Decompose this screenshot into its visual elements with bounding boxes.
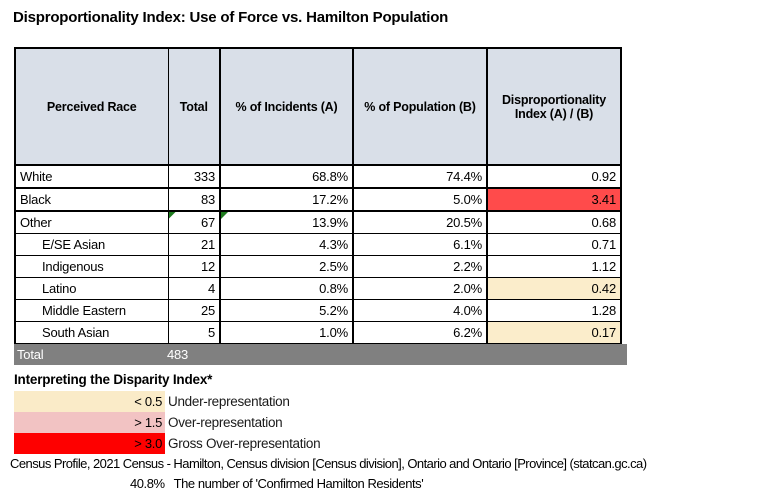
- legend-swatch-over: > 1.5: [14, 412, 165, 433]
- col-header-total[interactable]: Total: [167, 47, 221, 166]
- cell-race[interactable]: South Asian: [14, 321, 169, 345]
- cell-total[interactable]: 333: [167, 164, 221, 189]
- cell-population[interactable]: 6.1%: [352, 233, 488, 256]
- table-row-indigenous: Indigenous 12 2.5% 2.2% 1.12: [14, 255, 622, 278]
- col-header-perceived-race[interactable]: Perceived Race: [14, 47, 169, 166]
- residents-note-value: 40.8%: [130, 476, 165, 491]
- cell-incidents[interactable]: 13.9%: [219, 210, 354, 234]
- residents-note: 40.8% The number of 'Confirmed Hamilton R…: [130, 476, 424, 491]
- legend-item-under: < 0.5 Under-representation: [14, 391, 434, 412]
- total-row[interactable]: Total 483: [14, 344, 627, 365]
- cell-incidents[interactable]: 5.2%: [219, 299, 354, 322]
- total-value: 483: [167, 347, 189, 362]
- cell-incidents[interactable]: 68.8%: [219, 164, 354, 189]
- cell-population[interactable]: 5.0%: [352, 187, 488, 212]
- cell-total[interactable]: 25: [167, 299, 221, 322]
- cell-population[interactable]: 20.5%: [352, 210, 488, 234]
- cell-index[interactable]: 0.71: [486, 233, 622, 256]
- cell-population[interactable]: 2.0%: [352, 277, 488, 300]
- cell-race[interactable]: Black: [14, 187, 169, 212]
- cell-index[interactable]: 1.12: [486, 255, 622, 278]
- table-row-middle-eastern: Middle Eastern 25 5.2% 4.0% 1.28: [14, 299, 622, 322]
- disproportionality-table: Perceived Race Total % of Incidents (A) …: [14, 47, 622, 345]
- legend-label: Under-representation: [168, 394, 290, 409]
- col-header-incidents[interactable]: % of Incidents (A): [219, 47, 354, 166]
- cell-race[interactable]: Middle Eastern: [14, 299, 169, 322]
- cell-index-under[interactable]: 0.17: [486, 321, 622, 345]
- cell-index-under[interactable]: 0.42: [486, 277, 622, 300]
- cell-race[interactable]: Latino: [14, 277, 169, 300]
- table-row-south-asian: South Asian 5 1.0% 6.2% 0.17: [14, 321, 622, 345]
- header-row: Perceived Race Total % of Incidents (A) …: [14, 47, 622, 166]
- cell-race[interactable]: Indigenous: [14, 255, 169, 278]
- col-header-index[interactable]: Disproportionality Index (A) / (B): [486, 47, 622, 166]
- col-header-population[interactable]: % of Population (B): [352, 47, 488, 166]
- cell-population[interactable]: 74.4%: [352, 164, 488, 189]
- cell-incidents[interactable]: 2.5%: [219, 255, 354, 278]
- cell-total[interactable]: 67: [167, 210, 221, 234]
- error-indicator-icon: [221, 212, 228, 219]
- table-row-other: Other 67 13.9% 20.5% 0.68: [14, 210, 622, 234]
- table-row-ese-asian: E/SE Asian 21 4.3% 6.1% 0.71: [14, 233, 622, 256]
- residents-note-text: The number of 'Confirmed Hamilton Reside…: [173, 476, 424, 491]
- table-row-latino: Latino 4 0.8% 2.0% 0.42: [14, 277, 622, 300]
- cell-index[interactable]: 0.68: [486, 210, 622, 234]
- page-title: Disproportionality Index: Use of Force v…: [13, 9, 449, 26]
- cell-incidents[interactable]: 1.0%: [219, 321, 354, 345]
- table-container: Perceived Race Total % of Incidents (A) …: [14, 47, 622, 345]
- cell-race[interactable]: White: [14, 164, 169, 189]
- cell-population[interactable]: 4.0%: [352, 299, 488, 322]
- error-indicator-icon: [168, 212, 176, 219]
- table-row-black: Black 83 17.2% 5.0% 3.41: [14, 187, 622, 212]
- legend-label: Gross Over-representation: [168, 436, 321, 451]
- table-row-white: White 333 68.8% 74.4% 0.92: [14, 164, 622, 189]
- cell-total[interactable]: 4: [167, 277, 221, 300]
- cell-population[interactable]: 2.2%: [352, 255, 488, 278]
- cell-index[interactable]: 0.92: [486, 164, 622, 189]
- legend-title: Interpreting the Disparity Index*: [14, 372, 213, 387]
- cell-total[interactable]: 21: [167, 233, 221, 256]
- legend: Interpreting the Disparity Index* < 0.5 …: [14, 372, 434, 454]
- legend-swatch-gross-over: > 3.0: [14, 433, 165, 454]
- cell-population[interactable]: 6.2%: [352, 321, 488, 345]
- cell-total[interactable]: 83: [167, 187, 221, 212]
- cell-race[interactable]: E/SE Asian: [14, 233, 169, 256]
- cell-index-gross-over[interactable]: 3.41: [486, 187, 622, 212]
- cell-index[interactable]: 1.28: [486, 299, 622, 322]
- cell-incidents[interactable]: 17.2%: [219, 187, 354, 212]
- legend-label: Over-representation: [168, 415, 283, 430]
- legend-swatch-under: < 0.5: [14, 391, 165, 412]
- cell-incidents[interactable]: 4.3%: [219, 233, 354, 256]
- cell-incidents[interactable]: 0.8%: [219, 277, 354, 300]
- source-citation: Census Profile, 2021 Census - Hamilton, …: [10, 456, 647, 471]
- cell-total[interactable]: 12: [167, 255, 221, 278]
- legend-item-over: > 1.5 Over-representation: [14, 412, 434, 433]
- legend-item-gross-over: > 3.0 Gross Over-representation: [14, 433, 434, 454]
- total-label: Total: [17, 347, 44, 362]
- cell-total[interactable]: 5: [167, 321, 221, 345]
- cell-race[interactable]: Other: [14, 210, 169, 234]
